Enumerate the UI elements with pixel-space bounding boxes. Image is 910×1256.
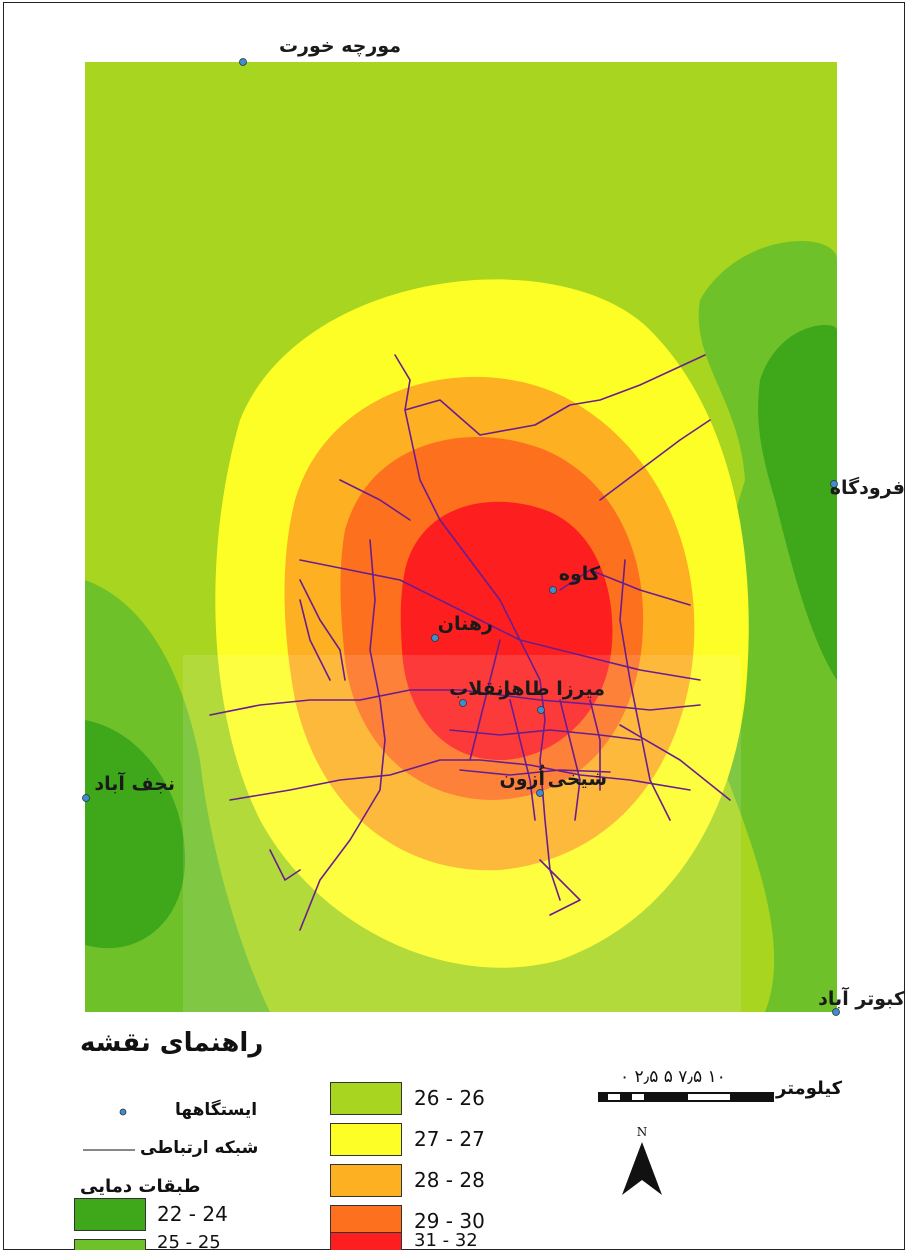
station-dot-murche-khort xyxy=(239,58,247,66)
label-sheikhi: شیخی xyxy=(548,768,607,790)
label-ozun: اُزون xyxy=(500,764,545,790)
scale-unit-label: کیلومتر xyxy=(776,1078,843,1099)
label-kabutarabad: کبوتر آباد xyxy=(818,986,906,1010)
station-dot-airport xyxy=(830,480,838,488)
legend-classes-title: طبقات دمایی xyxy=(80,1176,201,1197)
label-najafabad: نجف آباد xyxy=(94,771,175,795)
scale-bar xyxy=(598,1092,774,1102)
legend-network-icon xyxy=(83,1149,135,1151)
legend-swatch-26-26 xyxy=(330,1082,402,1115)
label-rehnan: رهنان xyxy=(438,613,493,635)
legend-swatch-27-27 xyxy=(330,1123,402,1156)
legend-label-31-32: 31 - 32 xyxy=(414,1230,478,1251)
stations xyxy=(82,58,840,1016)
legend-label-25-25: 25 - 25 xyxy=(157,1232,221,1253)
legend-label-26-26: 26 - 26 xyxy=(414,1086,485,1110)
watermark-overlay xyxy=(183,655,741,1012)
zone-31-32 xyxy=(400,501,613,760)
zone-22-24-west xyxy=(85,720,185,949)
road-network xyxy=(209,354,731,931)
label-kaveh: کاوه xyxy=(559,563,601,585)
label-airport: فرودگاه xyxy=(830,476,905,499)
zone-22-24-east xyxy=(758,325,837,680)
north-arrow-icon xyxy=(622,1142,662,1195)
station-dot-enghelab xyxy=(537,706,545,714)
label-murche-khort: مورچه خورت xyxy=(279,35,401,57)
legend-swatch-28-28 xyxy=(330,1164,402,1197)
legend-title: راهنمای نقشه xyxy=(80,1028,264,1058)
legend-label-27-27: 27 - 27 xyxy=(414,1127,485,1151)
legend-swatch-22-24 xyxy=(74,1198,146,1231)
station-dot-ozun-sheikhi xyxy=(536,789,544,797)
station-dot-mirza-taher xyxy=(459,699,467,707)
legend-label-29-30: 29 - 30 xyxy=(414,1209,485,1233)
scale-tick-labels: ۰ ۲٫۵ ۵ ۷٫۵ ۱۰ xyxy=(620,1067,726,1087)
legend-label-22-24: 22 - 24 xyxy=(157,1202,228,1226)
legend-label-28-28: 28 - 28 xyxy=(414,1168,485,1192)
station-dot-kaveh xyxy=(549,586,557,594)
legend-swatch-31-32 xyxy=(330,1232,402,1250)
north-label: N xyxy=(637,1125,648,1139)
station-dot-najafabad xyxy=(82,794,90,802)
legend-network-label: شبکه ارتباطی xyxy=(140,1138,259,1158)
legend-swatch-25-25 xyxy=(74,1239,146,1250)
map-frame xyxy=(3,2,905,1250)
label-mirza-taher: میرزا طاهر xyxy=(499,678,605,700)
legend-station-icon xyxy=(119,1108,127,1116)
station-dot-rehnan xyxy=(431,634,439,642)
legend-stations-label: ایستگاهها xyxy=(175,1100,258,1120)
label-enghelab: انقلاب xyxy=(449,678,510,700)
station-dot-kabutarabad xyxy=(832,1008,840,1016)
